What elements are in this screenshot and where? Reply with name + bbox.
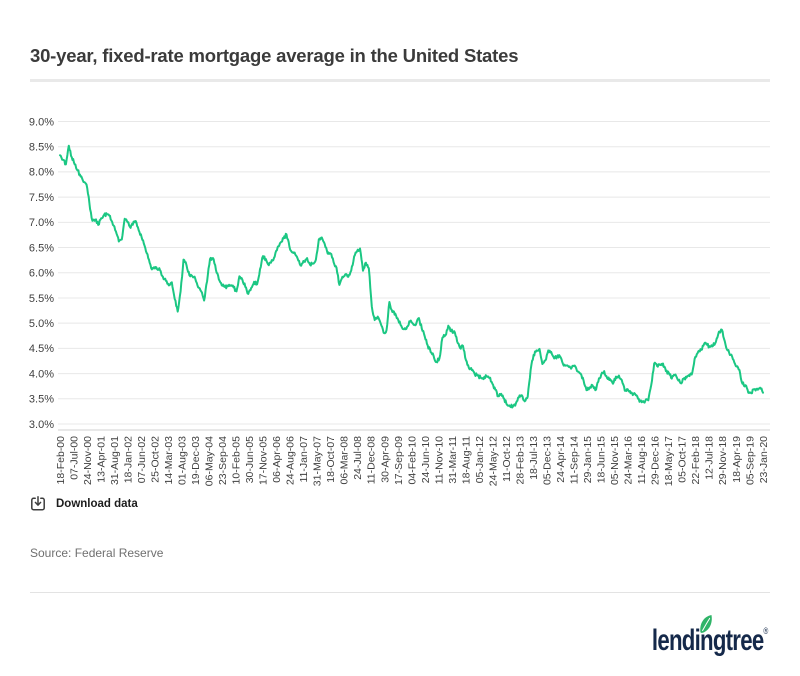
svg-text:30-Apr-09: 30-Apr-09 <box>379 436 391 483</box>
svg-text:28-Feb-13: 28-Feb-13 <box>515 436 527 485</box>
svg-text:18-Jun-15: 18-Jun-15 <box>596 436 608 483</box>
svg-text:18-Apr-19: 18-Apr-19 <box>731 436 743 483</box>
svg-text:18-Jul-13: 18-Jul-13 <box>528 436 540 480</box>
svg-text:4.0%: 4.0% <box>29 368 54 380</box>
source-note: Source: Federal Reserve <box>30 546 164 560</box>
svg-text:10-Feb-05: 10-Feb-05 <box>231 436 243 485</box>
svg-text:05-Oct-17: 05-Oct-17 <box>677 436 689 483</box>
y-gridlines <box>58 121 770 425</box>
svg-text:24-May-12: 24-May-12 <box>487 436 499 486</box>
svg-text:7.5%: 7.5% <box>29 192 54 204</box>
svg-text:22-Feb-18: 22-Feb-18 <box>690 436 702 485</box>
svg-text:5.5%: 5.5% <box>29 293 54 305</box>
svg-text:4.5%: 4.5% <box>29 343 54 355</box>
svg-text:11-Sep-14: 11-Sep-14 <box>569 436 581 484</box>
svg-text:14-Mar-03: 14-Mar-03 <box>163 436 175 485</box>
svg-text:25-Oct-02: 25-Oct-02 <box>149 436 161 483</box>
svg-text:31-Aug-01: 31-Aug-01 <box>109 436 121 485</box>
svg-text:23-Sep-04: 23-Sep-04 <box>217 436 229 485</box>
svg-text:30-Jun-05: 30-Jun-05 <box>244 436 256 483</box>
svg-text:01-Aug-03: 01-Aug-03 <box>177 436 189 485</box>
leaf-icon <box>697 611 716 645</box>
svg-text:06-Mar-08: 06-Mar-08 <box>339 436 351 485</box>
svg-text:18-Feb-00: 18-Feb-00 <box>55 436 67 485</box>
registered-mark: ® <box>763 626 768 636</box>
download-icon <box>30 496 46 512</box>
svg-text:8.0%: 8.0% <box>29 167 54 179</box>
svg-text:04-Feb-10: 04-Feb-10 <box>406 436 418 485</box>
svg-text:24-Aug-06: 24-Aug-06 <box>285 436 297 485</box>
svg-text:19-Dec-03: 19-Dec-03 <box>190 436 202 485</box>
svg-text:17-Nov-05: 17-Nov-05 <box>258 436 270 485</box>
svg-text:31-May-07: 31-May-07 <box>312 436 324 486</box>
svg-text:24-Jul-08: 24-Jul-08 <box>352 436 364 480</box>
svg-text:29-Nov-18: 29-Nov-18 <box>717 436 729 485</box>
svg-text:3.5%: 3.5% <box>29 394 54 406</box>
logo-text: lendingtree <box>651 624 764 657</box>
svg-text:18-May-17: 18-May-17 <box>663 436 675 486</box>
svg-text:11-Aug-16: 11-Aug-16 <box>636 436 648 484</box>
svg-text:11-Jan-07: 11-Jan-07 <box>298 436 310 483</box>
page-title: 30-year, fixed-rate mortgage average in … <box>30 45 519 66</box>
svg-text:06-Apr-06: 06-Apr-06 <box>271 436 283 483</box>
footer-divider <box>30 592 770 593</box>
svg-text:23-Jan-20: 23-Jan-20 <box>758 436 770 483</box>
svg-text:18-Jan-02: 18-Jan-02 <box>122 436 134 483</box>
svg-text:24-Nov-00: 24-Nov-00 <box>82 436 94 485</box>
svg-text:05-Sep-19: 05-Sep-19 <box>744 436 756 485</box>
title-divider <box>30 79 770 82</box>
svg-text:24-Jun-10: 24-Jun-10 <box>420 436 432 483</box>
svg-text:11-Dec-08: 11-Dec-08 <box>366 436 378 484</box>
svg-text:24-Mar-16: 24-Mar-16 <box>623 436 635 485</box>
svg-text:17-Sep-09: 17-Sep-09 <box>393 436 405 485</box>
lendingtree-logo: lendingtree ® <box>651 615 768 658</box>
svg-text:11-Oct-12: 11-Oct-12 <box>501 436 513 482</box>
svg-text:07-Jun-02: 07-Jun-02 <box>136 436 148 483</box>
svg-text:29-Jan-15: 29-Jan-15 <box>582 436 594 483</box>
svg-text:07-Jul-00: 07-Jul-00 <box>68 436 80 480</box>
svg-text:3.0%: 3.0% <box>29 419 54 431</box>
svg-text:8.5%: 8.5% <box>29 142 54 154</box>
svg-text:31-Mar-11: 31-Mar-11 <box>447 436 459 484</box>
y-axis-labels: 9.0% 8.5% 8.0% 7.5% 7.0% 6.5% 6.0% 5.5% 5.0% 4.5%… <box>29 116 54 431</box>
svg-text:7.0%: 7.0% <box>29 217 54 229</box>
svg-text:06-May-04: 06-May-04 <box>204 436 216 486</box>
x-axis-labels: 18-Feb-00 07-Jul-00 24-Nov-00 13-Apr-01 31-A… <box>55 436 770 486</box>
rate-line[interactable] <box>59 144 764 409</box>
svg-text:05-Jan-12: 05-Jan-12 <box>474 436 486 483</box>
download-data-button[interactable]: Download data <box>28 494 140 514</box>
svg-text:6.5%: 6.5% <box>29 242 54 254</box>
svg-text:6.0%: 6.0% <box>29 268 54 280</box>
svg-text:29-Dec-16: 29-Dec-16 <box>650 436 662 485</box>
svg-text:5.0%: 5.0% <box>29 318 54 330</box>
svg-text:05-Dec-13: 05-Dec-13 <box>542 436 554 485</box>
svg-text:24-Apr-14: 24-Apr-14 <box>555 436 567 483</box>
svg-text:11-Nov-10: 11-Nov-10 <box>433 436 445 484</box>
svg-text:18-Oct-07: 18-Oct-07 <box>325 436 337 483</box>
download-label: Download data <box>56 498 138 510</box>
svg-text:05-Nov-15: 05-Nov-15 <box>609 436 621 485</box>
svg-text:12-Jul-18: 12-Jul-18 <box>704 436 716 480</box>
svg-text:18-Aug-11: 18-Aug-11 <box>460 436 472 484</box>
svg-text:13-Apr-01: 13-Apr-01 <box>95 436 107 483</box>
svg-text:9.0%: 9.0% <box>29 116 54 128</box>
